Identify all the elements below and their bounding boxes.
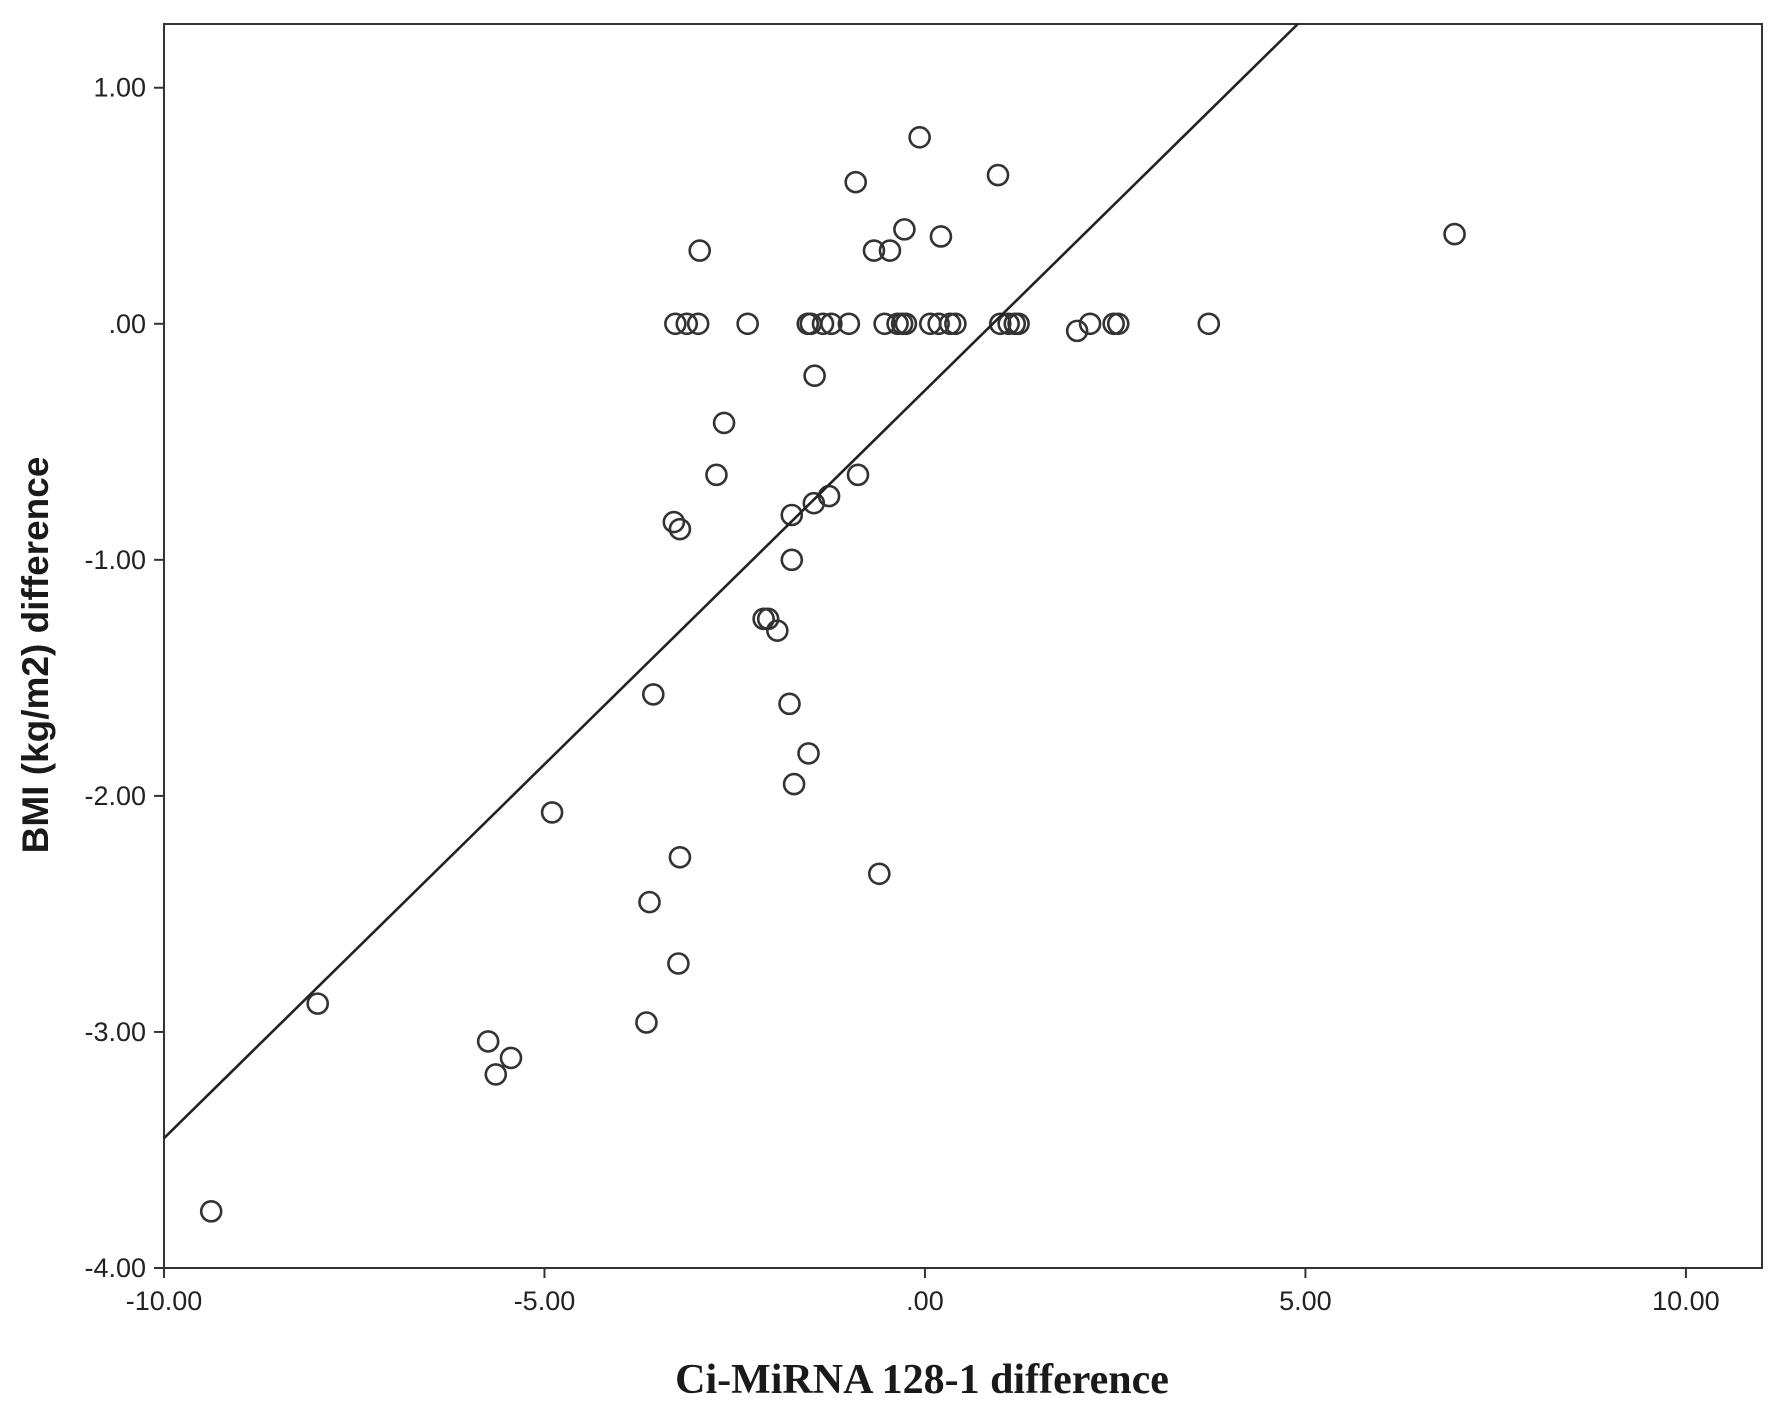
data-point	[780, 548, 804, 572]
data-point	[664, 312, 687, 336]
data-point	[1065, 319, 1089, 343]
data-point	[803, 364, 826, 388]
data-point	[938, 312, 962, 336]
data-point	[638, 890, 661, 914]
data-point	[862, 239, 886, 262]
data-point	[837, 312, 861, 336]
data-point	[766, 619, 789, 642]
data-point	[686, 312, 710, 336]
data-point	[635, 1011, 658, 1034]
data-point	[199, 1200, 223, 1223]
data-point	[811, 312, 835, 336]
regression-line-group	[163, 23, 1299, 1140]
data-point	[944, 312, 967, 336]
data-point	[908, 126, 931, 149]
data-point	[797, 742, 820, 765]
data-point	[499, 1046, 523, 1070]
y-axis-title: BMI (kg/m2) difference	[15, 457, 56, 854]
data-point	[929, 225, 953, 248]
data-point	[540, 801, 564, 824]
data-point	[988, 312, 1012, 336]
x-tick-label: 10.00	[1652, 1286, 1720, 1316]
data-point	[867, 862, 891, 886]
x-tick-label: -10.00	[126, 1286, 203, 1316]
x-axis-title: Ci-MiRNA 128-1 difference	[675, 1357, 1169, 1403]
data-point	[705, 463, 728, 487]
y-tick-label: -2.00	[84, 781, 146, 811]
data-point	[712, 411, 736, 435]
data-point	[782, 772, 806, 796]
plot-area	[163, 23, 1763, 1269]
y-tick-label: .00	[108, 309, 146, 339]
axis-ticks: -10.00 -5.00 .00 5.00 10.00 1.00 .00 -1.00 -2.00…	[84, 73, 1719, 1316]
data-point	[1007, 312, 1030, 336]
data-point	[820, 312, 843, 336]
data-point	[668, 517, 692, 541]
data-point	[752, 607, 775, 631]
data-point	[844, 170, 868, 194]
data-point	[778, 692, 801, 716]
data-point	[846, 463, 870, 487]
data-point	[893, 218, 916, 241]
data-point	[476, 1030, 500, 1053]
data-point	[1443, 222, 1466, 246]
data-point	[986, 163, 1010, 187]
data-point	[873, 312, 896, 336]
data-point	[1078, 312, 1102, 336]
data-points	[199, 126, 1466, 1223]
data-point	[878, 239, 902, 262]
data-point	[306, 992, 330, 1015]
data-point	[662, 510, 686, 534]
data-point	[927, 312, 950, 336]
x-tick-label: 5.00	[1279, 1286, 1332, 1316]
y-tick-label: 1.00	[93, 73, 146, 103]
data-point	[1106, 312, 1130, 336]
data-point	[736, 312, 759, 336]
data-point	[668, 845, 692, 869]
plot-frame	[163, 23, 1763, 1269]
data-point	[484, 1063, 508, 1086]
data-point	[997, 312, 1020, 336]
x-tick-label: .00	[906, 1286, 944, 1316]
y-tick-label: -4.00	[84, 1253, 146, 1283]
data-point	[675, 312, 699, 336]
y-tick-label: -3.00	[84, 1017, 146, 1047]
data-point	[667, 952, 690, 975]
regression-line	[163, 23, 1299, 1140]
data-point	[894, 312, 918, 336]
data-point	[641, 683, 665, 706]
data-point	[1197, 312, 1221, 336]
data-point	[780, 503, 804, 527]
y-tick-label: -1.00	[84, 545, 146, 575]
x-tick-label: -5.00	[514, 1286, 576, 1316]
data-point	[1102, 312, 1125, 336]
data-point	[688, 239, 712, 262]
